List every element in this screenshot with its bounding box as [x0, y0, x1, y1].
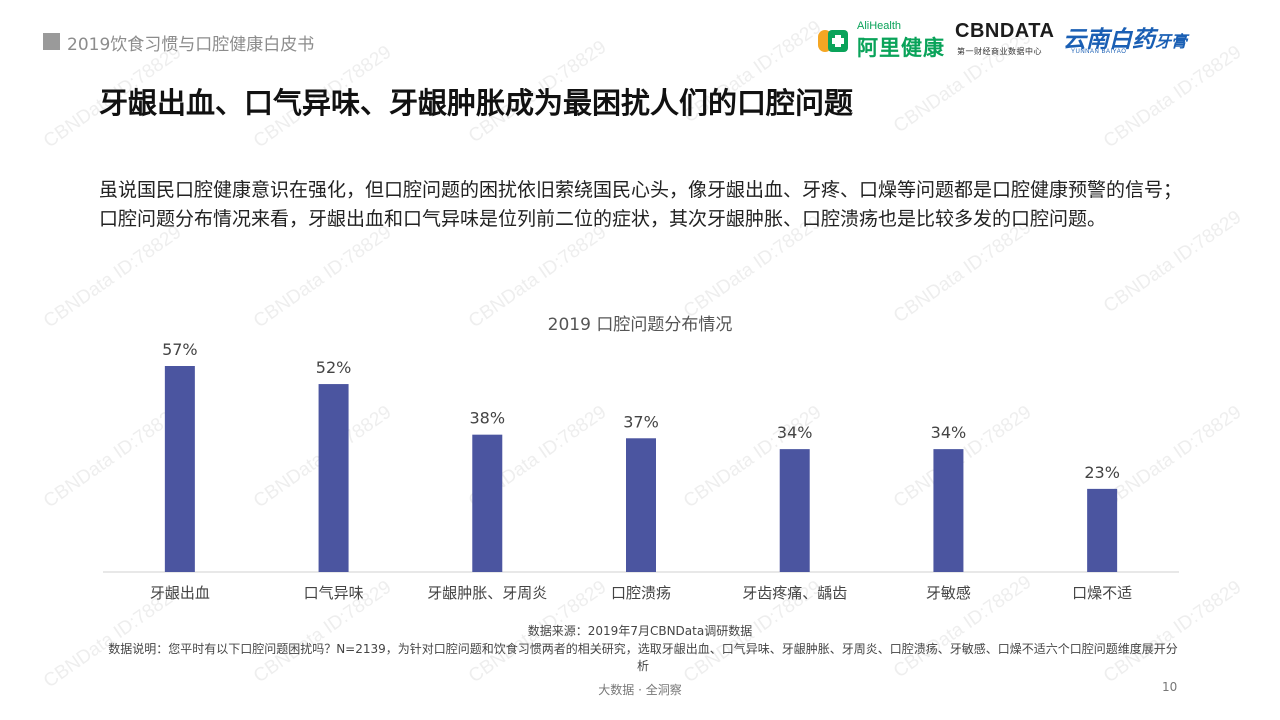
report-title: 2019饮食习惯与口腔健康白皮书: [67, 35, 315, 55]
yunnan-suffix: 牙膏: [1155, 32, 1188, 51]
category-label-7: 口燥不适: [1072, 584, 1132, 602]
slide-description: 虽说国民口腔健康意识在强化，但口腔问题的困扰依旧萦绕国民心头，像牙龈出血、牙疼、…: [99, 179, 1183, 230]
page-number: 10: [1162, 680, 1178, 694]
bar-1: [164, 366, 195, 572]
footer-slogan: 大数据 · 全洞察: [598, 683, 682, 697]
category-label-4: 口腔溃疡: [611, 584, 671, 602]
value-label-5: 34%: [777, 423, 813, 442]
category-label-5: 牙齿疼痛、龋齿: [742, 584, 847, 602]
yunnan-brand: 云南白药: [1063, 26, 1155, 53]
partner-logos: AliHealth 阿里健康 CBNDATA 第一财经商业数据中心 云南白药牙膏…: [815, 20, 1205, 60]
category-label-1: 牙龈出血: [150, 584, 210, 602]
value-label-4: 37%: [623, 412, 659, 431]
yunnan-baiyao-logo: 云南白药牙膏 YUNNAN BAIYAO: [1063, 20, 1203, 60]
yunnan-baiyao-name: 云南白药牙膏: [1063, 20, 1187, 54]
value-label-2: 52%: [316, 358, 352, 377]
cbndata-subtitle: 第一财经商业数据中心: [957, 47, 1042, 56]
value-label-7: 23%: [1084, 463, 1120, 482]
yunnan-baiyao-subtitle: YUNNAN BAIYAO: [1071, 49, 1127, 55]
cbndata-name: CBNDATA: [955, 20, 1055, 42]
bar-7: [1087, 488, 1118, 572]
value-label-3: 38%: [470, 409, 506, 428]
header-marker: [43, 33, 60, 50]
data-source: 数据来源：2019年7月CBNData调研数据: [527, 624, 753, 638]
data-note: 数据说明：您平时有以下口腔问题困扰吗？N=2139，为针对口腔问题和饮食习惯两者…: [108, 642, 1178, 673]
value-label-1: 57%: [162, 340, 198, 359]
alihealth-small-text: AliHealth: [857, 20, 902, 32]
category-label-6: 牙敏感: [926, 584, 971, 602]
bar-5: [779, 449, 810, 572]
alihealth-name: 阿里健康: [857, 36, 945, 60]
bar-3: [472, 434, 503, 572]
bar-4: [626, 438, 656, 572]
chart-title: 2019 口腔问题分布情况: [548, 315, 733, 335]
alihealth-logo: AliHealth 阿里健康: [815, 20, 945, 60]
bar-2: [318, 384, 349, 572]
alihealth-mark-icon: [818, 30, 848, 52]
category-label-2: 口气异味: [304, 584, 364, 602]
slide-title: 牙龈出血、口气异味、牙龈肿胀成为最困扰人们的口腔问题: [99, 86, 854, 120]
value-label-6: 34%: [931, 423, 967, 442]
bar-6: [933, 449, 964, 572]
bar-group: 57% 牙龈出血 52% 口气异味 38% 牙龈肿胀、牙周炎 37% 口腔溃疡 34% 牙齿疼痛、…: [150, 340, 1132, 602]
cbndata-logo: CBNDATA 第一财经商业数据中心: [955, 20, 1065, 60]
category-label-3: 牙龈肿胀、牙周炎: [427, 584, 547, 602]
